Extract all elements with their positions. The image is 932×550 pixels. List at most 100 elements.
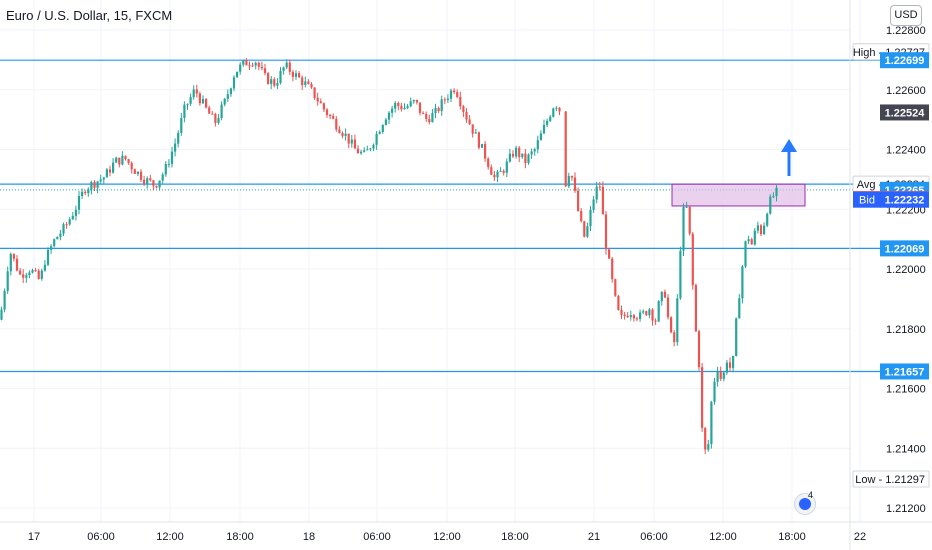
- candle-body: [425, 113, 428, 119]
- candle-body: [477, 132, 480, 148]
- arrow-head: [781, 139, 797, 152]
- candle-body: [394, 102, 397, 109]
- price-axis[interactable]: 1.228001.226001.224001.222001.220001.218…: [886, 25, 926, 515]
- candle-body: [43, 264, 46, 271]
- tradingview-logo-icon: [794, 493, 816, 515]
- candle-body: [657, 301, 660, 322]
- candle-body: [260, 66, 263, 69]
- candle-body: [50, 246, 53, 250]
- candle-body: [239, 64, 242, 72]
- symbol-title: Euro / U.S. Dollar, 15, FXCM: [6, 8, 173, 23]
- candle-body: [586, 226, 589, 237]
- candle-body: [694, 285, 697, 332]
- candle-body: [750, 239, 753, 245]
- candle-body: [372, 144, 375, 149]
- candle-body: [276, 83, 279, 86]
- candle-body: [651, 309, 654, 321]
- candle-body: [446, 98, 449, 100]
- candle-body: [71, 215, 74, 220]
- candle-body: [763, 225, 766, 235]
- time-tick-label: 21: [588, 531, 600, 543]
- candle-body: [322, 103, 325, 110]
- candle-body: [521, 153, 524, 158]
- candle-body: [648, 309, 651, 316]
- candle-body: [570, 175, 573, 178]
- currency-button[interactable]: USD: [890, 5, 922, 26]
- candle-body: [229, 88, 232, 95]
- candle-body: [313, 87, 316, 98]
- candle-body: [360, 151, 363, 154]
- candle-body: [263, 68, 267, 74]
- candle-body: [3, 290, 6, 310]
- candle-body: [759, 225, 763, 235]
- candle-body: [496, 171, 499, 178]
- candle-body: [124, 155, 127, 160]
- candle-body: [431, 113, 434, 123]
- candle-body: [418, 102, 422, 113]
- price-tick-label: 1.22400: [886, 145, 926, 157]
- price-tick-label: 1.22800: [886, 25, 926, 37]
- candle-body: [707, 444, 710, 450]
- price-tag-value: 1.22069: [885, 243, 925, 255]
- zone-rect: [671, 183, 806, 207]
- candle-body: [279, 70, 282, 84]
- candle-body: [273, 79, 276, 86]
- candle-body: [753, 230, 756, 245]
- candle-body: [353, 139, 356, 149]
- candle-body: [682, 206, 685, 251]
- candle-body: [604, 214, 608, 250]
- candle-body: [205, 98, 208, 108]
- candle-body: [285, 62, 288, 68]
- candle-body: [741, 266, 744, 299]
- candle-body: [508, 153, 511, 162]
- candle-body: [108, 169, 112, 173]
- candle-body: [189, 97, 192, 104]
- candle-body: [697, 331, 701, 368]
- candle-body: [319, 101, 322, 104]
- candle-body: [722, 372, 725, 379]
- candle-body: [304, 81, 307, 86]
- candle-body: [40, 270, 43, 279]
- candle-body: [6, 271, 9, 291]
- candle-body: [688, 206, 691, 234]
- candle-body: [130, 162, 133, 170]
- candle-body: [310, 84, 313, 88]
- candle-body: [642, 311, 645, 313]
- candle-body: [710, 401, 713, 445]
- candle-body: [167, 163, 170, 165]
- candle-body: [580, 210, 583, 222]
- candle-body: [25, 275, 28, 278]
- candle-body: [201, 98, 205, 104]
- candle-body: [307, 81, 310, 85]
- candle-body: [332, 116, 335, 119]
- candle-body: [226, 94, 229, 99]
- candle-body: [412, 100, 415, 102]
- candle-body: [298, 73, 301, 78]
- candle-body: [555, 107, 558, 109]
- candle-body: [515, 147, 518, 157]
- candle-body: [325, 109, 329, 116]
- candle-body: [59, 233, 62, 237]
- candle-body: [65, 224, 68, 226]
- candle-body: [180, 117, 183, 133]
- candle-body: [139, 171, 143, 180]
- candle-body: [691, 233, 694, 286]
- candle-body: [406, 106, 409, 108]
- candle-body: [747, 239, 750, 242]
- candle-body: [772, 196, 775, 198]
- price-tag-text: Low - 1.21297: [855, 474, 925, 486]
- candle-body: [471, 124, 474, 134]
- time-axis[interactable]: 17 06:00 12:00 18:00 18 06:00 12:00 18:00 21 06:0…: [28, 531, 866, 543]
- candle-body: [356, 148, 360, 154]
- candle-body: [301, 77, 304, 86]
- candle-body: [719, 370, 722, 379]
- candle-body: [77, 195, 81, 210]
- candle-body: [366, 149, 369, 151]
- candle-body: [341, 133, 344, 136]
- candle-body: [220, 104, 223, 119]
- price-tag-value-box: [880, 104, 929, 121]
- candle-body: [245, 60, 248, 66]
- candle-body: [462, 106, 465, 112]
- candle-body: [775, 187, 778, 197]
